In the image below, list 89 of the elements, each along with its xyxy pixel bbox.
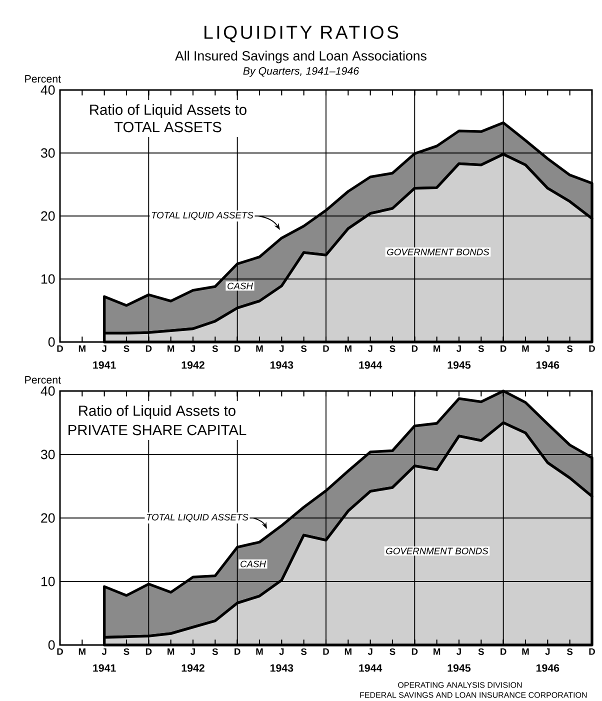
x-tick-label: M [434, 345, 440, 352]
text: 1946 [536, 361, 560, 369]
x-tick-label: J [456, 648, 461, 655]
y-tick-label: 30 [40, 148, 55, 158]
text: 1943 [270, 361, 294, 369]
y-tick-label: 10 [41, 274, 55, 284]
y-tick-label: 10 [41, 576, 55, 586]
x-tick-label: M [344, 345, 352, 352]
x-tick-label: S [390, 345, 396, 352]
x-tick-label: D [234, 345, 240, 352]
x-tick-label: J [279, 648, 284, 655]
text: 1942 [182, 361, 204, 369]
y-tick-label: 40 [40, 386, 55, 396]
x-tick-label: M [522, 648, 529, 655]
x-tick-label: D [57, 648, 63, 655]
x-tick-label: S [390, 648, 396, 655]
x-tick-label: J [456, 345, 461, 352]
x-tick-label: J [279, 345, 284, 352]
x-tick-label: D [500, 648, 506, 655]
x-tick-label: S [478, 648, 484, 655]
annotation: PRIVATE SHARE CAPITAL [68, 424, 246, 436]
x-tick-label: J [102, 345, 106, 352]
y-tick-label: 40 [40, 85, 55, 95]
text: 1944 [359, 361, 382, 369]
x-tick-label: D [500, 345, 506, 352]
x-tick-label: S [212, 345, 218, 352]
annotation: TOTAL ASSETS [114, 122, 222, 132]
x-tick-label: M [78, 345, 86, 352]
x-tick-label: M [168, 648, 174, 655]
y-axis-title: Percent [25, 75, 61, 83]
annotation: TOTAL LIQUID ASSETS [152, 212, 254, 220]
x-tick-label: J [545, 345, 550, 352]
x-tick-label: J [102, 648, 106, 655]
x-tick-label: J [190, 648, 195, 655]
x-tick-label: M [256, 345, 263, 352]
x-tick-label: S [300, 345, 307, 352]
x-tick-label: D [57, 345, 63, 352]
x-tick-label: J [190, 345, 195, 352]
text: 1946 [536, 664, 560, 672]
x-tick-label: D [234, 648, 240, 655]
y-tick-label: 0 [48, 640, 55, 650]
text: 1941 [93, 361, 116, 369]
x-tick-label: S [212, 648, 218, 655]
x-tick-label: D [146, 648, 152, 655]
x-tick-label: D [412, 345, 418, 352]
x-tick-label: D [323, 345, 329, 352]
x-tick-label: S [124, 345, 130, 352]
annotation: TOTAL LIQUID ASSETS [146, 514, 248, 522]
x-tick-label: S [124, 648, 130, 655]
x-tick-label: S [566, 345, 573, 352]
text: OPERATING ANALYSIS DIVISION [398, 682, 522, 688]
series-label: GOVERNMENT BONDS [387, 248, 490, 256]
x-tick-label: D [412, 648, 418, 655]
x-tick-label: D [146, 345, 152, 352]
y-tick-label: 20 [41, 211, 55, 221]
x-tick-label: S [566, 648, 573, 655]
y-tick-label: 0 [48, 337, 55, 347]
text: 1943 [270, 664, 294, 672]
x-tick-label: J [545, 648, 550, 655]
x-tick-label: M [256, 648, 263, 655]
text: 1942 [182, 664, 204, 672]
y-tick-label: 30 [40, 450, 55, 460]
annotation: Ratio of Liquid Assets to [90, 104, 246, 118]
y-tick-label: 20 [41, 513, 55, 523]
x-tick-label: M [344, 648, 352, 655]
series-label: CASH [240, 560, 266, 568]
x-tick-label: S [300, 648, 307, 655]
series-label: CASH [228, 282, 253, 290]
series-label: GOVERNMENT BONDS [386, 548, 488, 554]
x-tick-label: J [368, 345, 372, 352]
x-tick-label: J [368, 648, 372, 655]
annotation: Ratio of Liquid Assets to [79, 405, 236, 419]
x-tick-label: S [478, 345, 484, 352]
text: 1944 [359, 664, 382, 672]
x-tick-label: D [589, 345, 595, 352]
x-tick-label: M [522, 345, 529, 352]
x-tick-label: M [434, 648, 440, 655]
x-tick-label: D [589, 648, 595, 655]
y-axis-title: Percent [25, 376, 61, 384]
x-tick-label: D [323, 648, 329, 655]
text: 1945 [448, 664, 471, 672]
x-tick-label: M [78, 648, 86, 655]
chart-subtitle: All Insured Savings and Loan Associations [175, 50, 426, 64]
text: 1941 [93, 664, 116, 672]
text: By Quarters, 1941–1946 [243, 67, 360, 77]
text: FEDERAL SAVINGS AND LOAN INSURANCE CORPORATION [360, 692, 587, 698]
text: 1945 [448, 361, 471, 369]
x-tick-label: M [168, 345, 174, 352]
chart-title: LIQUIDITY RATIOS [204, 26, 398, 42]
